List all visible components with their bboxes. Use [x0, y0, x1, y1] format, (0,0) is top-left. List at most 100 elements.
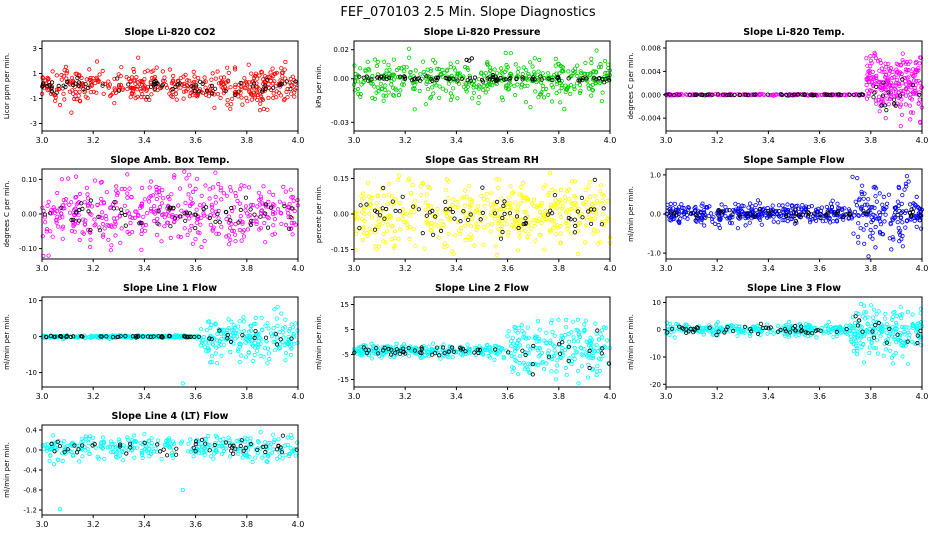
y-tick-label: -1.0: [647, 250, 661, 258]
y-axis-label: ml/min per min.: [627, 314, 635, 370]
x-tick-label: 3.4: [138, 264, 151, 273]
y-tick-label: 0.15: [333, 175, 349, 183]
x-tick-label: 4.0: [292, 520, 305, 529]
x-tick-label: 4.0: [916, 136, 929, 145]
x-tick-label: 3.4: [450, 264, 463, 273]
chart-canvas: Slope Line 2 Flow 3.0 3.2 3.4 3.6 3.8 4.0 15 5 -5…: [315, 283, 616, 401]
x-tick-label: 3.8: [240, 520, 253, 529]
plot-border: [41, 296, 299, 388]
x-tick-label: 3.8: [552, 392, 565, 401]
plot-title: Slope Li-820 Temp.: [743, 27, 845, 38]
plot-slope-sample-flow: Slope Sample Flow 3.0 3.2 3.4 3.6 3.8 4.0 1.0 0.…: [624, 152, 936, 280]
x-tick-label: 3.4: [762, 264, 775, 273]
y-tick-label: -0.004: [638, 115, 661, 123]
x-tick-label: 3.6: [501, 136, 514, 145]
y-axis: 0.4 0.0 -0.4 -0.8 -1.2: [23, 427, 42, 515]
y-tick-label: 10: [28, 297, 37, 305]
y-axis-label: ml/min per min.: [627, 186, 635, 242]
x-tick-label: 3.4: [138, 520, 151, 529]
y-axis: 3 1 -1 -3: [30, 45, 42, 128]
x-tick-label: 3.4: [762, 136, 775, 145]
y-tick-label: -1.2: [23, 507, 37, 515]
y-tick-label: 0.008: [641, 45, 661, 53]
x-tick-label: 3.6: [813, 136, 826, 145]
chart-canvas: Slope Amb. Box Temp. 3.0 3.2 3.4 3.6 3.8 4.0 0.…: [3, 155, 304, 273]
x-axis: 3.0 3.2 3.4 3.6 3.8 4.0: [348, 387, 616, 401]
plot-border: [353, 40, 611, 132]
plot-slope-line-3-flow: Slope Line 3 Flow 3.0 3.2 3.4 3.6 3.8 4.0 10 0 -1…: [624, 280, 936, 408]
x-tick-label: 3.8: [240, 264, 253, 273]
y-tick-label: -5: [342, 351, 349, 359]
y-tick-label: -10: [26, 369, 37, 377]
plot-title: Slope Line 2 Flow: [435, 283, 529, 294]
x-tick-label: 4.0: [916, 392, 929, 401]
y-axis-label: ml/min per min.: [3, 314, 11, 370]
scatter-points: [39, 55, 299, 115]
x-tick-label: 3.6: [813, 264, 826, 273]
y-tick-label: -0.4: [23, 467, 37, 475]
x-axis: 3.0 3.2 3.4 3.6 3.8 4.0: [660, 259, 929, 273]
x-tick-label: 3.6: [189, 136, 202, 145]
y-tick-label: 10: [652, 299, 661, 307]
x-tick-label: 3.6: [501, 264, 514, 273]
plot-slope-line-1-flow: Slope Line 1 Flow 3.0 3.2 3.4 3.6 3.8 4.0 10 0 -1…: [0, 280, 312, 408]
y-axis: 0.10 0.00 -0.10: [19, 176, 42, 253]
y-axis: 0.15 0.00 -0.15: [331, 175, 354, 254]
y-axis: 1.0 0.0 -1.0: [647, 171, 666, 258]
scatter-points: [663, 50, 924, 129]
y-tick-label: -15: [338, 376, 349, 384]
chart-canvas: Slope Line 3 Flow 3.0 3.2 3.4 3.6 3.8 4.0 10 0 -1…: [627, 283, 929, 401]
x-tick-label: 3.6: [813, 392, 826, 401]
y-tick-label: 1.0: [650, 171, 661, 179]
x-tick-label: 4.0: [292, 136, 305, 145]
chart-canvas: Slope Line 1 Flow 3.0 3.2 3.4 3.6 3.8 4.0 10 0 -1…: [3, 283, 304, 401]
plot-title: Slope Amb. Box Temp.: [110, 155, 229, 166]
x-tick-label: 3.0: [36, 264, 49, 273]
x-tick-label: 3.4: [138, 392, 151, 401]
y-axis: 10 0 -10: [26, 297, 42, 377]
x-tick-label: 3.0: [348, 264, 361, 273]
x-tick-label: 3.8: [864, 392, 877, 401]
y-axis: 10 0 -10 -20: [650, 299, 666, 389]
x-tick-label: 3.8: [552, 264, 565, 273]
x-axis: 3.0 3.2 3.4 3.6 3.8 4.0: [348, 131, 616, 145]
x-axis: 3.0 3.2 3.4 3.6 3.8 4.0: [660, 387, 929, 401]
y-tick-label: -0.15: [331, 246, 349, 254]
y-tick-label: 5: [345, 326, 349, 334]
y-tick-label: 0.00: [333, 75, 349, 83]
x-axis: 3.0 3.2 3.4 3.6 3.8 4.0: [36, 515, 305, 529]
x-tick-label: 3.2: [87, 520, 100, 529]
x-tick-label: 3.0: [36, 392, 49, 401]
y-tick-label: 0.000: [641, 91, 661, 99]
x-tick-label: 3.8: [552, 136, 565, 145]
scatter-points: [40, 304, 300, 386]
x-tick-label: 3.4: [762, 392, 775, 401]
y-axis-label: ml/min per min.: [315, 314, 323, 370]
x-tick-label: 3.8: [240, 392, 253, 401]
y-tick-label: 15: [340, 301, 349, 309]
plot-border: [665, 296, 923, 388]
y-tick-label: 3: [33, 45, 37, 53]
plot-slope-line-4-lt-flow: Slope Line 4 (LT) Flow 3.0 3.2 3.4 3.6 3.8 4.0…: [0, 408, 312, 536]
plot-title: Slope Gas Stream RH: [425, 155, 539, 166]
y-axis-label: degrees C per min.: [3, 181, 11, 248]
x-tick-label: 3.0: [660, 136, 673, 145]
y-axis-label: degrees C per min.: [627, 53, 635, 120]
x-axis: 3.0 3.2 3.4 3.6 3.8 4.0: [36, 259, 304, 273]
plot-border: [353, 296, 611, 388]
x-tick-label: 3.0: [36, 520, 49, 529]
x-tick-label: 3.6: [189, 520, 202, 529]
x-tick-label: 4.0: [916, 264, 929, 273]
y-tick-label: 0.10: [21, 176, 37, 184]
plot-slope-amb-box-temp: Slope Amb. Box Temp. 3.0 3.2 3.4 3.6 3.8 4.0 0.…: [0, 152, 312, 280]
y-tick-label: -0.03: [331, 119, 349, 127]
x-tick-label: 3.8: [240, 136, 253, 145]
y-tick-label: -10: [650, 354, 661, 362]
y-axis: 0.02 0.00 -0.03: [331, 46, 354, 127]
y-tick-label: 1: [33, 70, 37, 78]
scatter-points: [351, 46, 612, 112]
scatter-points: [40, 169, 300, 259]
plot-slope-li-820-co2: Slope Li-820 CO2 3.0 3.2 3.4 3.6 3.8 4.0 3 1 -1 -3…: [0, 24, 312, 152]
x-tick-label: 3.0: [348, 136, 361, 145]
